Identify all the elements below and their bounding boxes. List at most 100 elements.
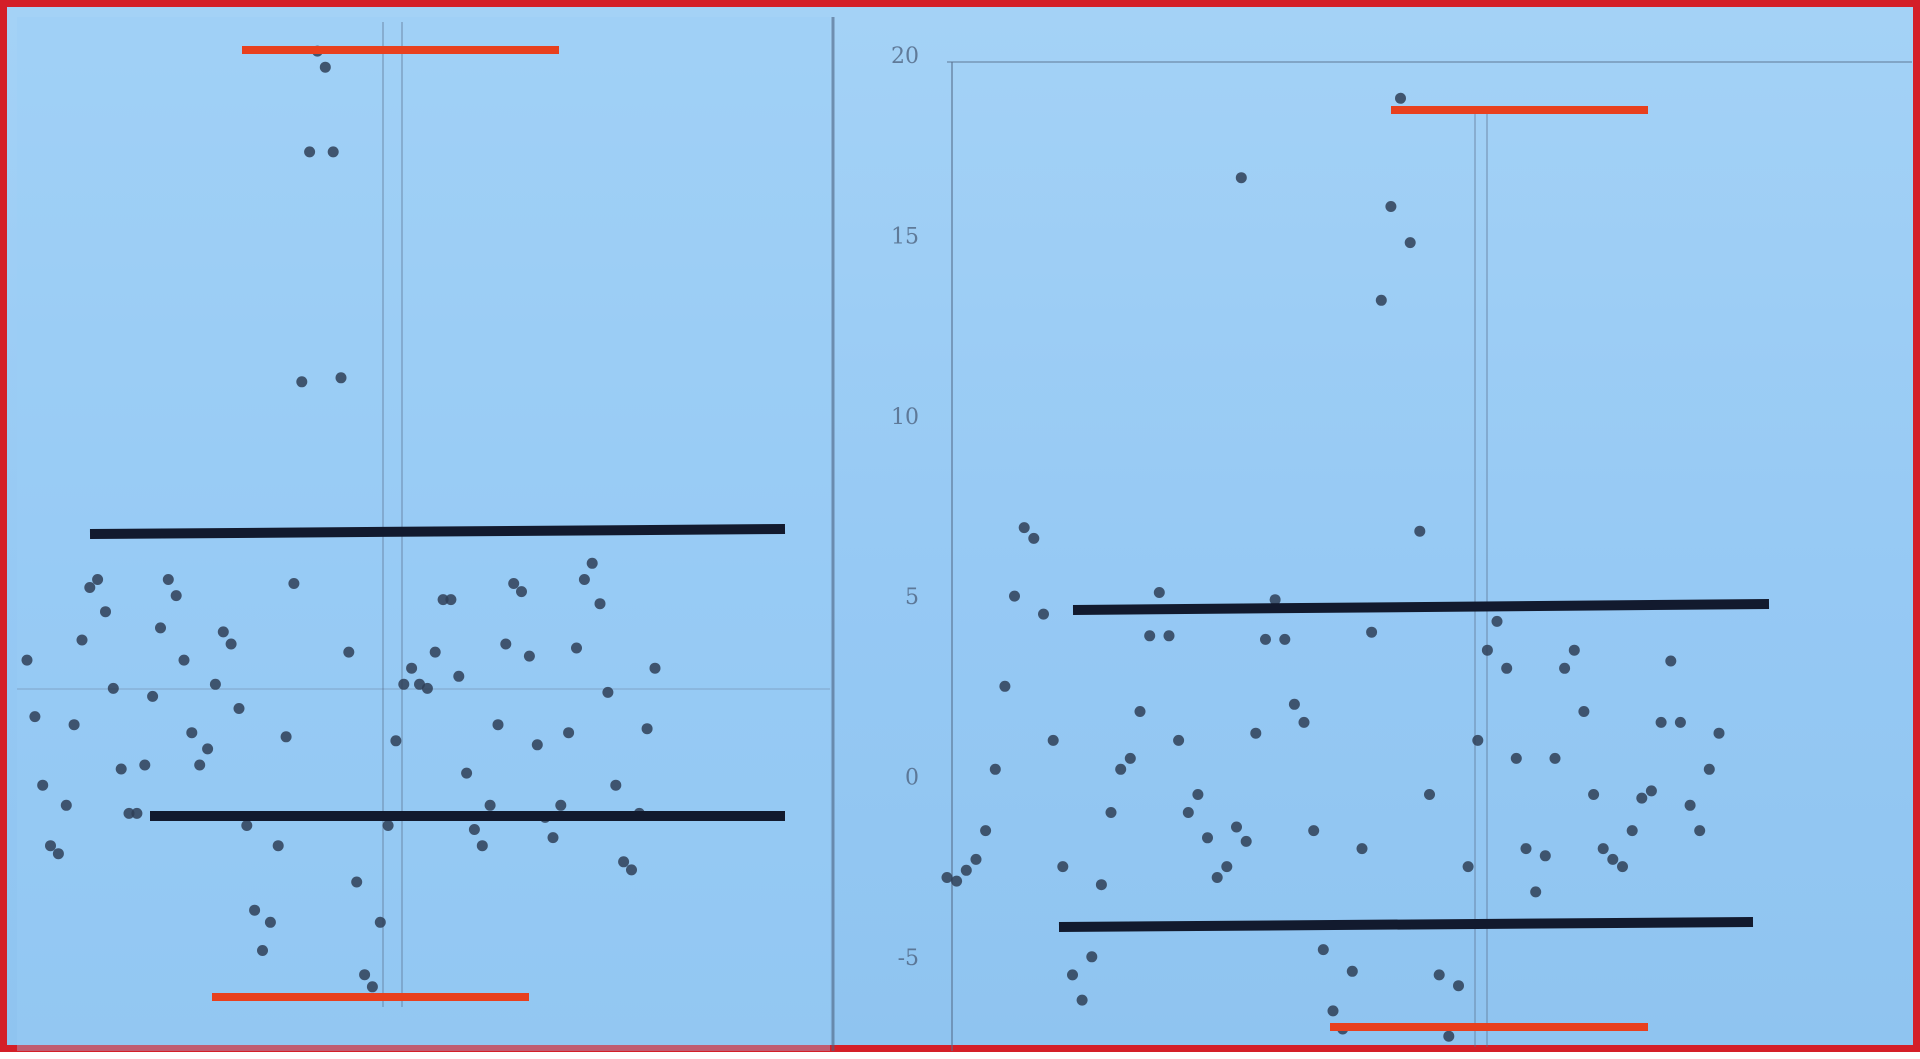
data-point [131,807,143,819]
data-point [1202,832,1213,844]
data-point [421,682,433,694]
data-point [594,598,606,610]
data-point [1115,763,1127,775]
data-point [547,832,559,844]
data-point [1588,789,1600,800]
data-point [1665,655,1677,667]
data-point [382,820,394,831]
data-point [1231,821,1242,833]
data-point [1366,626,1378,638]
data-point [115,763,127,775]
data-point [100,606,111,618]
data-point [21,654,33,666]
data-point [1308,825,1320,837]
data-point [1173,734,1185,746]
data-point [1472,734,1484,746]
data-point [1501,662,1513,674]
data-point [147,690,159,702]
data-point [484,799,496,811]
data-point [1192,789,1204,800]
data-point [1327,1005,1339,1017]
data-point [1211,872,1223,883]
data-point [1607,853,1619,865]
data-point [1086,951,1098,963]
data-point [1424,789,1435,800]
data-point [476,840,488,852]
data-point [989,763,1001,775]
data-point [586,557,598,569]
data-point [453,670,465,682]
data-point [1375,294,1387,306]
data-point [186,727,198,739]
data-point [1346,965,1358,977]
data-point [1221,861,1233,873]
data-point [578,574,590,585]
data-point [571,642,582,654]
data-point [1395,92,1406,104]
data-point [1684,799,1696,811]
data-point [1144,630,1156,642]
data-point [941,872,953,883]
data-point [84,582,96,593]
data-point [359,969,371,981]
data-point [194,759,206,771]
data-point [1153,587,1165,598]
data-point [139,759,151,771]
data-point [217,626,229,638]
data-point [649,662,661,674]
data-point [343,646,355,658]
data-point [272,840,284,852]
data-point [951,875,963,887]
annotated-plots: 20 15 10 5 0 -5 [17,17,1912,1051]
data-point [1385,201,1397,212]
data-point [327,146,339,158]
data-point [1279,633,1291,645]
data-point [162,574,174,585]
y-tick-label: 10 [891,405,919,430]
data-point [500,638,512,650]
data-point [1568,644,1580,656]
data-point [1260,633,1271,645]
data-point [1240,835,1252,847]
data-point [241,820,253,831]
data-point [233,703,245,714]
data-point [1491,615,1503,627]
right-inner-top-line [1072,599,1770,615]
data-point [437,594,449,606]
data-point [641,723,653,735]
data-point [374,916,386,928]
data-point [1443,1030,1455,1042]
data-point [563,727,575,739]
data-point [1520,843,1532,855]
y-tick-label: 20 [891,44,919,69]
data-point [1578,706,1590,717]
y-tick-label: -5 [898,946,919,971]
data-point [1597,843,1609,855]
data-point [390,735,402,747]
data-point [1559,662,1571,674]
data-point [1105,807,1117,818]
data-point [296,376,308,388]
data-point [1703,763,1715,775]
data-point [1655,716,1667,728]
data-point [52,848,64,860]
data-point [1269,594,1281,606]
data-point [60,799,72,811]
data-point [1028,532,1040,544]
data-point [280,731,292,743]
data-point [92,574,104,585]
data-point [1510,752,1522,764]
data-point [1095,879,1107,891]
data-point [225,638,237,650]
y-tick-label: 15 [891,224,919,249]
data-point [508,578,520,589]
data-point [1235,172,1247,184]
data-point [1067,969,1078,981]
data-point [1481,644,1493,656]
data-point [351,876,363,888]
data-point [1645,785,1657,797]
data-point [107,682,119,694]
data-point [249,904,261,916]
data-point [555,799,567,811]
data-point [960,864,972,876]
